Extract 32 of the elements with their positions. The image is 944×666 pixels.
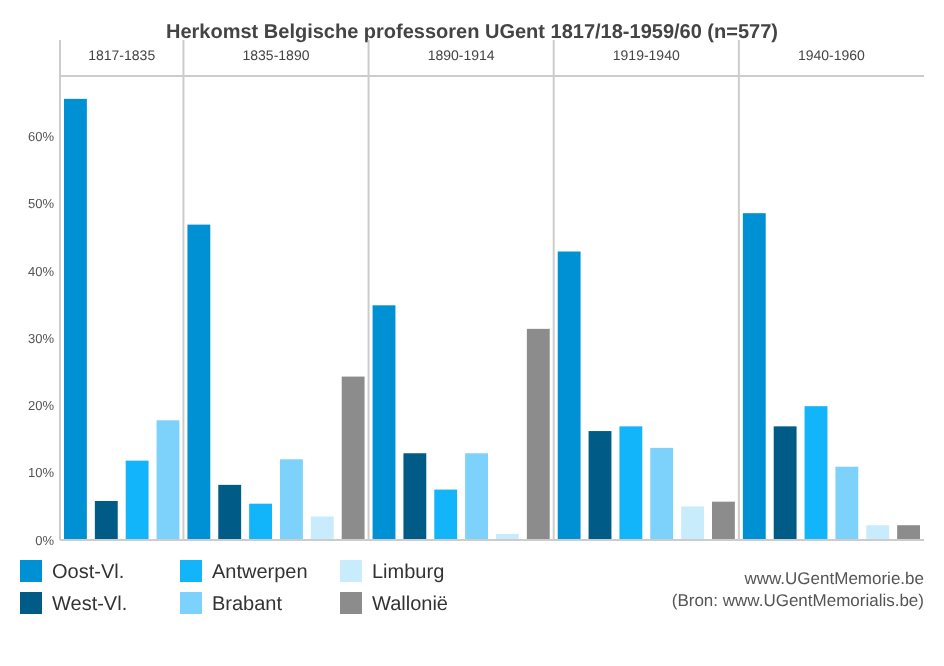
- bar: [341, 376, 365, 540]
- legend-label: Oost-Vl.: [52, 562, 125, 584]
- bar: [403, 453, 427, 540]
- bar: [742, 213, 766, 540]
- text: (Bron: www.UGentMemorialis.be): [671, 590, 925, 610]
- legend-label: Limburg: [372, 562, 445, 584]
- bar: [835, 466, 859, 540]
- bar: [619, 426, 643, 540]
- bar: [218, 484, 242, 540]
- bar: [712, 501, 735, 540]
- bar: [588, 431, 612, 540]
- legend-label: Brabant: [212, 594, 283, 616]
- bar: [650, 447, 674, 540]
- legend-label: West-Vl.: [52, 594, 128, 616]
- text: www.UGentMemorie.be: [742, 568, 925, 588]
- bar: [310, 516, 334, 540]
- bar: [804, 406, 828, 540]
- bar: [897, 525, 920, 540]
- bar: [557, 251, 581, 540]
- bar: [187, 224, 211, 540]
- bar: [372, 305, 396, 540]
- bar: [465, 453, 488, 540]
- bar: [249, 503, 272, 540]
- bar: [681, 506, 704, 540]
- chart-title: Herkomst Belgische professoren UGent 1817/18-1959/60 (n=577): [166, 22, 778, 44]
- bar: [434, 489, 458, 540]
- bar: [526, 328, 550, 540]
- bar: [773, 426, 797, 540]
- bar: [866, 525, 890, 540]
- legend-label: Antwerpen: [212, 562, 308, 584]
- bar: [280, 459, 303, 540]
- legend-label: Wallonië: [372, 594, 449, 616]
